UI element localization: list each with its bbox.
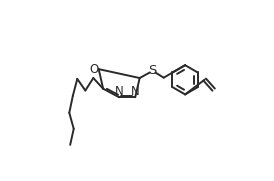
Text: S: S [149, 64, 157, 77]
Text: N: N [131, 85, 139, 98]
Text: O: O [89, 63, 98, 76]
Text: N: N [115, 85, 124, 98]
